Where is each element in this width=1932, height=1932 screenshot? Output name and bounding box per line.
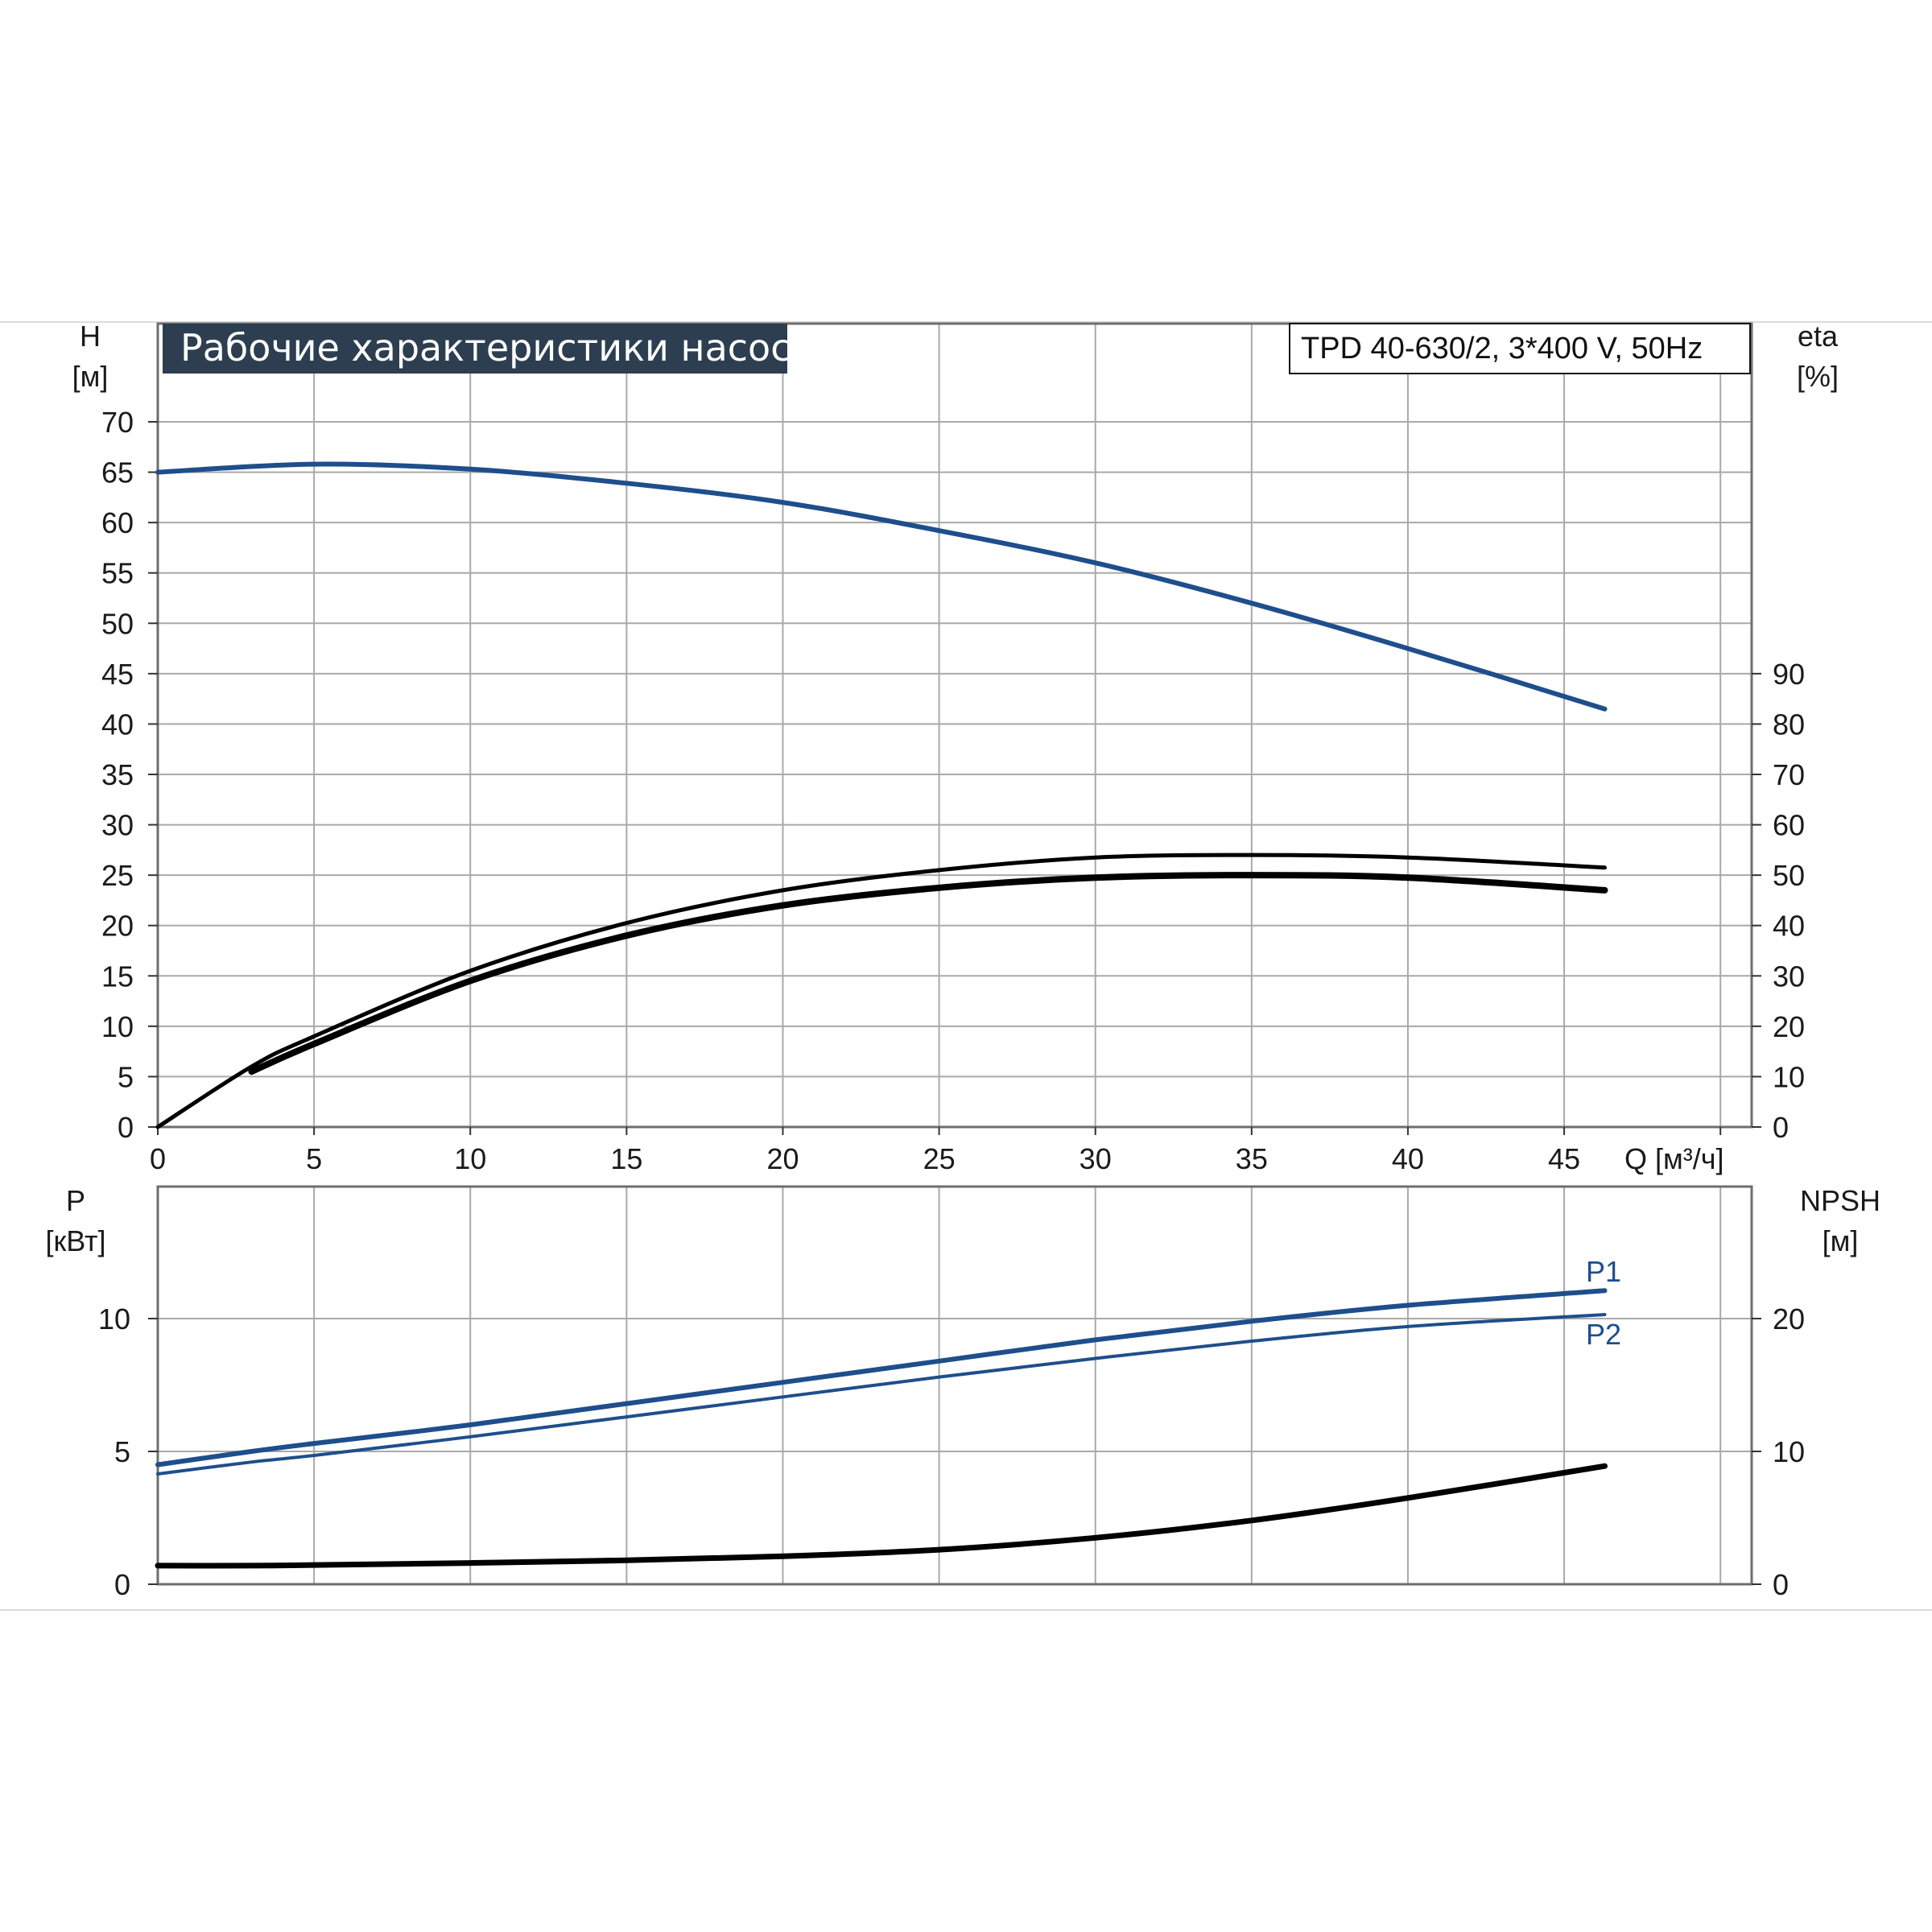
q-tick-label: 0	[150, 1142, 166, 1175]
h-tick-label: 5	[118, 1060, 134, 1093]
q-tick-label: 15	[610, 1142, 642, 1175]
h-tick-label: 65	[101, 456, 134, 489]
npsh-axis-label: NPSH	[1800, 1184, 1880, 1217]
npsh-tick-label: 0	[1773, 1568, 1789, 1601]
h-tick-label: 25	[101, 859, 134, 892]
p-axis-label: P	[66, 1184, 85, 1217]
bottom-plot-ticks: 0 5 10 0 10 20	[98, 1302, 1805, 1601]
h-tick-label: 30	[101, 809, 134, 842]
eta-tick-label: 90	[1773, 658, 1805, 691]
model-box	[1289, 323, 1751, 374]
q-tick-label: 40	[1392, 1142, 1424, 1175]
npsh-tick-label: 20	[1773, 1302, 1805, 1335]
eta-tick-label: 0	[1773, 1111, 1789, 1144]
q-tick-label: 5	[306, 1142, 322, 1175]
h-tick-label: 10	[101, 1010, 134, 1043]
eta-tick-label: 60	[1773, 809, 1805, 842]
h-axis-unit: [м]	[72, 360, 109, 393]
eta-axis-unit: [%]	[1797, 360, 1839, 393]
q-tick-label: 20	[766, 1142, 799, 1175]
top-plot-series	[155, 461, 1608, 1129]
h-tick-label: 0	[118, 1111, 134, 1144]
q-tick-label: 45	[1548, 1142, 1580, 1175]
q-tick-label: 30	[1080, 1142, 1112, 1175]
h-tick-label: 45	[101, 658, 134, 691]
p-tick-label: 5	[114, 1435, 130, 1468]
eta-axis-label: eta	[1798, 320, 1839, 353]
bottom-plot-series	[155, 1288, 1608, 1569]
h-tick-label: 35	[101, 758, 134, 791]
bottom-plot-grid	[158, 1187, 1752, 1584]
h-tick-label: 70	[101, 406, 134, 439]
eta-tick-label: 80	[1773, 708, 1805, 741]
h-tick-label: 15	[101, 960, 134, 993]
eta-curve	[248, 872, 1608, 1075]
q-axis-label: Q [м³/ч]	[1624, 1142, 1724, 1175]
h-curve	[155, 461, 1608, 712]
model-label: TPD 40-630/2, 3*400 V, 50Hz	[1301, 332, 1703, 365]
top-plot-grid	[158, 324, 1752, 1127]
q-tick-label: 25	[923, 1142, 956, 1175]
p-tick-label: 10	[98, 1302, 130, 1335]
h-tick-label: 40	[101, 708, 134, 741]
eta-tick-label: 10	[1773, 1060, 1805, 1093]
eta-tick-label: 20	[1773, 1010, 1805, 1043]
bottom-plot-frame	[156, 1185, 1753, 1586]
p2-curve	[156, 1313, 1607, 1476]
p1-curve	[155, 1288, 1608, 1468]
npsh-axis-unit: [м]	[1823, 1224, 1859, 1257]
p-tick-label: 0	[114, 1568, 130, 1601]
h-tick-label: 20	[101, 910, 134, 943]
eta-tick-label: 70	[1773, 758, 1805, 791]
eta-tick-label: 50	[1773, 859, 1805, 892]
eta-curve	[155, 852, 1607, 1129]
top-plot-frame	[156, 322, 1753, 1129]
h-tick-label: 55	[101, 557, 134, 590]
q-tick-label: 10	[454, 1142, 486, 1175]
q-tick-label: 35	[1236, 1142, 1268, 1175]
h-tick-label: 50	[101, 607, 134, 640]
h-tick-label: 60	[101, 506, 134, 539]
chart-title-box	[163, 324, 787, 374]
top-plot-ticks: 0510152025303540455055606570010203040506…	[101, 406, 1805, 1175]
p1-series-label: P1	[1586, 1255, 1621, 1288]
npsh-tick-label: 10	[1773, 1435, 1805, 1468]
npsh-curve	[155, 1463, 1608, 1569]
h-axis-label: H	[80, 320, 101, 353]
eta-tick-label: 40	[1773, 910, 1805, 943]
eta-tick-label: 30	[1773, 960, 1805, 993]
p2-series-label: P2	[1586, 1318, 1621, 1351]
chart-title: Рабочие характеристики насоса	[180, 326, 814, 369]
p-axis-unit: [кВт]	[45, 1224, 105, 1257]
